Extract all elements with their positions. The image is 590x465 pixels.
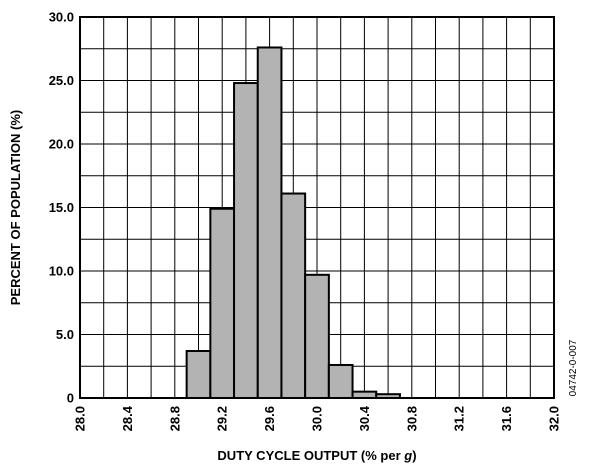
histogram-bar xyxy=(185,350,212,400)
y-tick-label: 5.0 xyxy=(56,327,74,342)
x-tick-label: 30.4 xyxy=(357,405,372,431)
x-tick-label: 32.0 xyxy=(547,406,562,431)
x-tick-label: 28.0 xyxy=(73,406,88,431)
x-tick-labels: 28.0 28.4 28.8 29.2 29.6 30.0 30.4 30.8 31.2 31.6… xyxy=(73,405,562,431)
y-tick-labels: 0 5.0 10.0 15.0 20.0 25.0 30.0 xyxy=(49,10,74,406)
y-tick-label: 25.0 xyxy=(49,73,74,88)
x-axis-title: DUTY CYCLE OUTPUT (% per g) xyxy=(217,448,416,463)
histogram-bar xyxy=(304,273,330,399)
y-tick-label: 30.0 xyxy=(49,10,74,25)
y-tick-label: 20.0 xyxy=(49,137,74,152)
y-tick-label: 15.0 xyxy=(49,200,74,215)
figure-id: 04742-0-007 xyxy=(568,339,579,396)
x-tick-label: 28.4 xyxy=(120,405,135,431)
x-tick-label: 30.8 xyxy=(404,406,419,431)
x-tick-label: 30.0 xyxy=(310,406,325,431)
y-tick-label: 10.0 xyxy=(49,264,74,279)
histogram-bar xyxy=(209,207,236,399)
x-tick-label: 31.2 xyxy=(452,406,467,431)
y-tick-label: 0 xyxy=(67,391,74,406)
plot-frame xyxy=(79,16,555,399)
x-axis-title-unit: g xyxy=(403,448,412,463)
x-tick-label: 29.6 xyxy=(262,406,277,431)
x-axis-title-main: DUTY CYCLE OUTPUT (% per xyxy=(217,448,404,463)
histogram-bar xyxy=(280,192,307,399)
y-axis-title: PERCENT OF POPULATION (%) xyxy=(8,110,23,305)
histogram-bar xyxy=(233,82,259,399)
x-tick-label: 31.6 xyxy=(499,406,514,431)
grid-lines xyxy=(80,17,554,398)
x-tick-label: 28.8 xyxy=(167,406,182,431)
histogram-bar xyxy=(327,363,354,400)
x-axis-title-close: ) xyxy=(412,448,416,463)
x-tick-label: 29.2 xyxy=(215,406,230,431)
histogram-bar xyxy=(256,46,283,399)
